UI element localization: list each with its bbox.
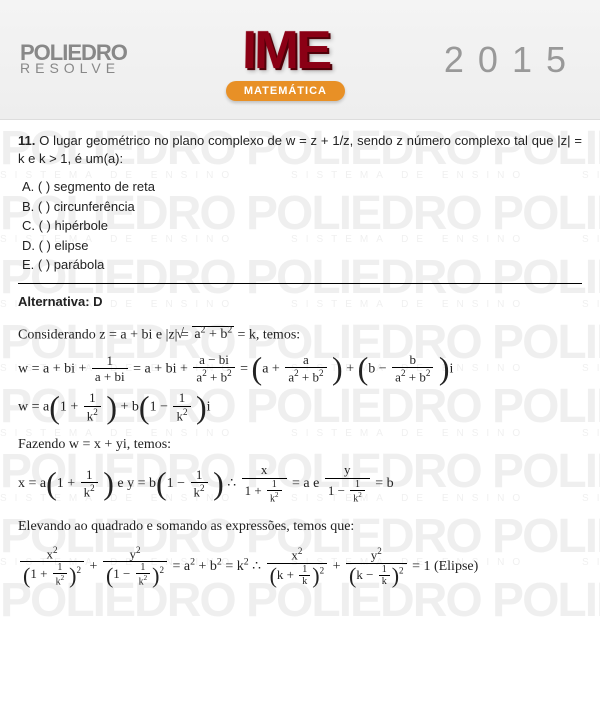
sol1-pre: Considerando z = a + bi e |z| = [18, 327, 192, 342]
solution-line-3: w = a(1 + 1k2 ) + b(1 − 1k2 )i [18, 391, 582, 423]
option-e: E. ( ) parábola [22, 255, 582, 275]
exam-logo: IME MATEMÁTICA [127, 19, 444, 101]
option-c: C. ( ) hipérbole [22, 216, 582, 236]
brand-logo: POLIEDRO RESOLVE [20, 43, 127, 77]
divider [18, 283, 582, 284]
sol1-post: = k, temos: [237, 327, 300, 342]
answer-label: Alternativa: D [18, 294, 582, 309]
solution-line-6: Elevando ao quadrado e somando as expres… [18, 515, 582, 539]
brand-bottom: RESOLVE [20, 60, 127, 76]
header: POLIEDRO RESOLVE IME MATEMÁTICA 2015 [0, 0, 600, 120]
exam-year: 2015 [444, 39, 580, 81]
solution-line-5: x = a(1 + 1k2 ) e y = b(1 − 1k2 ) ∴ x1 +… [18, 463, 582, 505]
option-a: A. ( ) segmento de reta [22, 177, 582, 197]
solution-line-7: x2(1 + 1k2)2 + y2(1 − 1k2)2 = a2 + b2 = … [18, 545, 582, 589]
question-text: 11. O lugar geométrico no plano complexo… [18, 132, 582, 167]
subject-badge: MATEMÁTICA [226, 81, 345, 101]
option-d: D. ( ) elipse [22, 236, 582, 256]
solution-line-4: Fazendo w = x + yi, temos: [18, 433, 582, 457]
solution: Considerando z = a + bi e |z| = a2 + b2√… [18, 323, 582, 589]
question-number: 11. [18, 133, 35, 148]
options-list: A. ( ) segmento de reta B. ( ) circunfer… [22, 177, 582, 275]
solution-line-2: w = a + bi + 1a + bi = a + bi + a − bia2… [18, 353, 582, 385]
option-b: B. ( ) circunferência [22, 197, 582, 217]
solution-line-1: Considerando z = a + bi e |z| = a2 + b2√… [18, 323, 582, 347]
content: 11. O lugar geométrico no plano complexo… [0, 120, 600, 607]
exam-name: IME [241, 19, 329, 81]
question-body: O lugar geométrico no plano complexo de … [18, 133, 582, 166]
